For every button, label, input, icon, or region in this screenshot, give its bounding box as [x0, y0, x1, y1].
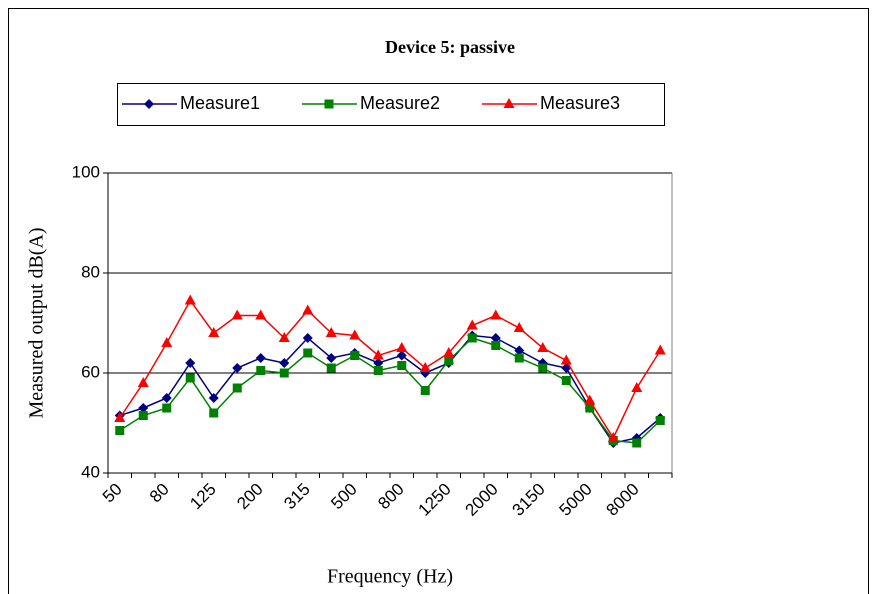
data-point — [490, 333, 501, 343]
data-point — [231, 309, 243, 320]
data-point — [162, 403, 172, 413]
legend-label: Measure3 — [540, 93, 620, 113]
data-point — [138, 403, 149, 413]
data-point — [513, 322, 525, 332]
data-point — [467, 333, 477, 343]
data-point — [208, 327, 220, 337]
data-point — [255, 309, 267, 320]
data-point — [560, 354, 572, 365]
legend-box — [117, 83, 665, 126]
legend-label: Measure2 — [360, 93, 440, 113]
data-point — [561, 376, 571, 385]
data-point — [303, 348, 313, 358]
data-point — [302, 304, 314, 315]
data-point — [114, 412, 126, 422]
data-point — [232, 363, 243, 373]
series-line — [119, 337, 661, 444]
data-point — [278, 332, 290, 342]
y-tick-label: 100 — [72, 162, 100, 181]
x-axis-title: Frequency (Hz) — [327, 566, 453, 588]
data-point — [373, 358, 384, 368]
chart-title: Device 5: passive — [385, 37, 515, 57]
data-point — [349, 329, 361, 340]
data-point — [584, 394, 596, 405]
data-point — [326, 363, 336, 373]
data-point — [537, 342, 549, 352]
data-point — [185, 373, 195, 383]
data-point — [325, 327, 337, 337]
data-point — [209, 408, 219, 418]
data-point — [373, 366, 383, 375]
data-point — [115, 426, 125, 435]
data-point — [185, 358, 196, 368]
data-point — [419, 362, 431, 372]
series-line — [119, 334, 661, 444]
data-point — [279, 368, 289, 378]
y-axis-title: Measured output dB(A) — [26, 227, 48, 418]
data-point — [490, 309, 502, 320]
legend-marker — [144, 99, 154, 109]
data-point — [655, 416, 665, 425]
data-point — [326, 353, 337, 363]
data-point — [396, 350, 407, 361]
legend-marker — [324, 99, 334, 109]
data-point — [397, 361, 407, 370]
data-point — [208, 393, 219, 403]
data-point — [161, 337, 173, 347]
legend-marker — [503, 98, 515, 108]
data-point — [538, 363, 548, 373]
data-point — [396, 342, 408, 352]
data-point — [372, 349, 384, 360]
data-point — [514, 345, 525, 356]
data-point — [585, 403, 595, 413]
data-point — [255, 353, 266, 363]
y-tick-label: 80 — [81, 262, 100, 281]
data-point — [631, 382, 643, 392]
data-point — [138, 411, 148, 420]
data-point — [514, 353, 524, 363]
data-point — [654, 344, 666, 355]
data-point — [161, 393, 172, 403]
data-point — [350, 351, 360, 360]
y-tick-label: 60 — [81, 362, 100, 381]
data-point — [443, 347, 455, 357]
data-point — [279, 358, 290, 368]
y-tick-label: 40 — [81, 462, 100, 481]
series-line — [119, 299, 661, 440]
data-point — [491, 341, 501, 350]
data-point — [302, 333, 313, 343]
data-point — [466, 319, 478, 330]
data-point — [184, 294, 196, 305]
data-point — [232, 383, 242, 393]
data-point — [607, 432, 619, 442]
data-point — [444, 356, 454, 365]
data-point — [256, 366, 266, 375]
data-point — [137, 377, 149, 387]
data-point — [632, 438, 642, 448]
data-point — [420, 386, 430, 395]
legend-label: Measure1 — [180, 93, 260, 113]
